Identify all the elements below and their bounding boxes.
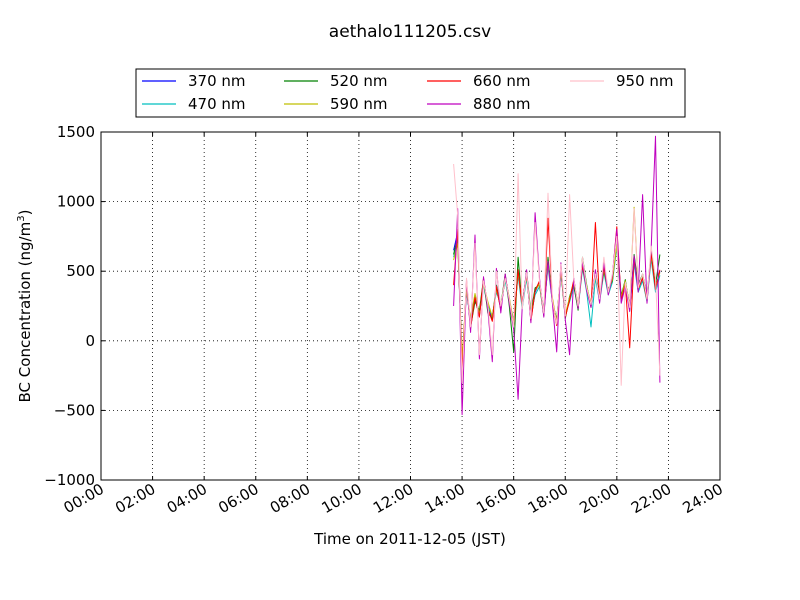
legend-label: 370 nm — [188, 72, 246, 90]
x-tick-label: 18:00 — [525, 480, 571, 517]
y-axis-label-superscript: 3 — [16, 215, 27, 221]
x-axis-label: Time on 2011-12-05 (JST) — [313, 530, 506, 548]
series-line-880-nm — [453, 135, 661, 416]
x-tick-label: 14:00 — [422, 480, 468, 517]
x-tick-label: 02:00 — [112, 480, 158, 517]
x-tick-label: 20:00 — [576, 480, 622, 517]
y-axis-label: BC Concentration (ng/m3) — [16, 210, 34, 403]
legend-box — [135, 68, 686, 118]
x-tick-label: 16:00 — [473, 480, 519, 517]
x-tick-label: 22:00 — [628, 480, 674, 517]
series-line-950-nm — [453, 163, 661, 386]
y-axis-label-main: BC Concentration (ng/m — [16, 222, 34, 403]
x-tick-label: 04:00 — [164, 480, 210, 517]
legend-label: 470 nm — [188, 95, 246, 113]
legend: 370 nm 470 nm 520 nm 590 nm 660 nm 880 nm 950 … — [135, 68, 686, 118]
x-tick-label: 08:00 — [267, 480, 313, 517]
legend-label: 520 nm — [330, 72, 388, 90]
series-layer — [453, 135, 661, 416]
x-tick-label: 12:00 — [370, 480, 416, 517]
chart-title: aethalo111205.csv — [329, 22, 491, 42]
y-tick-label: −1000 — [44, 471, 95, 489]
x-tick-label: 24:00 — [680, 480, 726, 517]
x-tick-label: 06:00 — [215, 480, 261, 517]
legend-label: 590 nm — [330, 95, 388, 113]
y-tick-label: 1500 — [57, 123, 95, 141]
y-tick-label: 0 — [85, 332, 95, 350]
y-tick-label: 1000 — [57, 193, 95, 211]
y-axis-label-close: ) — [16, 210, 34, 216]
x-tick-label: 10:00 — [318, 480, 364, 517]
legend-label: 880 nm — [473, 95, 531, 113]
y-tick-label: −500 — [54, 401, 95, 419]
y-tick-label: 500 — [66, 262, 95, 280]
legend-label: 660 nm — [473, 72, 531, 90]
legend-label: 950 nm — [616, 72, 674, 90]
